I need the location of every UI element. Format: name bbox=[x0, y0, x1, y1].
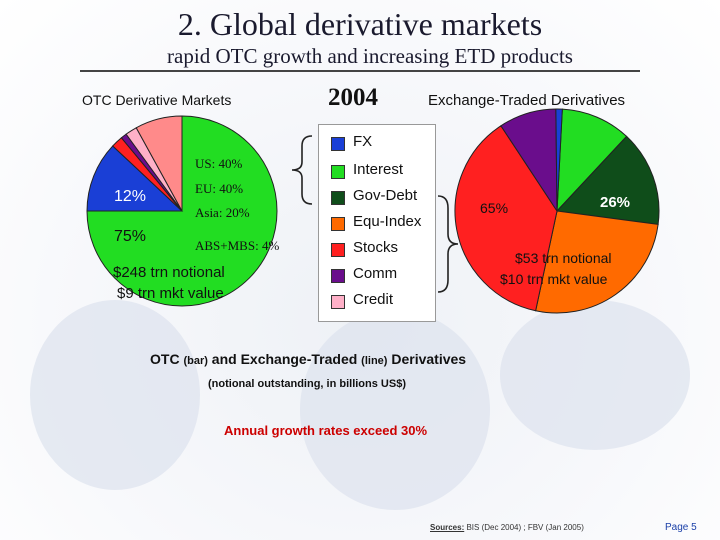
legend-label: Equ-Index bbox=[353, 213, 422, 230]
pie-slice-interest bbox=[556, 108, 628, 213]
map-continent-europe-africa bbox=[300, 310, 490, 510]
year-label: 2004 bbox=[328, 84, 378, 111]
right-brace bbox=[437, 195, 459, 293]
otc-mkt-value: $9 trn mkt value bbox=[117, 285, 224, 302]
legend-label: Interest bbox=[353, 161, 404, 178]
pie-slice-stocks bbox=[454, 125, 558, 312]
caption-derivatives: Derivatives bbox=[391, 351, 467, 367]
map-continent-asia bbox=[500, 300, 690, 450]
growth-note: Annual growth rates exceed 30% bbox=[224, 423, 428, 438]
otc-share-75: 75% bbox=[114, 228, 147, 245]
etd-share-26: 26% bbox=[600, 194, 631, 211]
legend-swatch bbox=[331, 269, 345, 283]
otc-region-us: US: 40% bbox=[195, 156, 243, 171]
title-divider bbox=[80, 70, 640, 72]
caption-bar: (bar) bbox=[183, 355, 208, 367]
chart-caption-line1: OTC (bar) and Exchange-Traded (line) Der… bbox=[150, 351, 466, 367]
legend-swatch bbox=[331, 191, 345, 205]
legend-swatch bbox=[331, 165, 345, 179]
legend-swatch bbox=[331, 243, 345, 257]
otc-region-eu: EU: 40% bbox=[195, 181, 244, 196]
pie-slice-other bbox=[135, 115, 183, 212]
chart-caption-line2: (notional outstanding, in billions US$) bbox=[208, 378, 406, 390]
pie-slice-equ-index bbox=[535, 210, 659, 314]
etd-share-65: 65% bbox=[480, 200, 509, 216]
etd-pie-chart bbox=[454, 108, 660, 314]
page-subtitle: rapid OTC growth and increasing ETD prod… bbox=[167, 44, 573, 68]
etd-notional: $53 trn notional bbox=[515, 250, 612, 266]
caption-otc: OTC bbox=[150, 351, 180, 367]
caption-line: (line) bbox=[361, 355, 388, 367]
legend-swatch bbox=[331, 217, 345, 231]
legend-label: Comm bbox=[353, 265, 398, 282]
pie-slice-fx bbox=[86, 145, 184, 212]
etd-heading: Exchange-Traded Derivatives bbox=[428, 92, 626, 109]
source-label: Sources: bbox=[430, 523, 465, 532]
legend-label: Stocks bbox=[353, 239, 399, 256]
page-title: 2. Global derivative markets bbox=[177, 6, 543, 42]
map-continent-americas bbox=[30, 300, 200, 490]
left-brace bbox=[291, 135, 313, 205]
legend-label: Credit bbox=[353, 291, 394, 308]
etd-mkt-value: $10 trn mkt value bbox=[500, 271, 608, 287]
legend-swatch bbox=[331, 137, 345, 151]
caption-and: and Exchange-Traded bbox=[211, 351, 358, 367]
source-text: BIS (Dec 2004) ; FBV (Jan 2005) bbox=[466, 523, 584, 532]
otc-region-asia: Asia: 20% bbox=[195, 205, 250, 220]
legend-label: FX bbox=[353, 133, 373, 150]
legend-swatch bbox=[331, 295, 345, 309]
pie-slice-gov-debt bbox=[555, 135, 660, 225]
otc-notional: $248 trn notional bbox=[113, 264, 225, 281]
pie-slice-fx bbox=[555, 108, 563, 212]
otc-heading: OTC Derivative Markets bbox=[82, 92, 232, 108]
page-number: Page 5 bbox=[665, 522, 697, 533]
source-note: Sources: BIS (Dec 2004) ; FBV (Jan 2005) bbox=[430, 523, 584, 532]
otc-abs-mbs: ABS+MBS: 4% bbox=[195, 238, 280, 253]
legend-label: Gov-Debt bbox=[353, 187, 418, 204]
otc-pie-chart bbox=[86, 115, 278, 307]
pie-slice-interest bbox=[86, 115, 278, 307]
otc-share-12: 12% bbox=[114, 188, 147, 205]
legend: FX Interest Gov-Debt Equ-Index Stocks Co… bbox=[318, 124, 436, 322]
